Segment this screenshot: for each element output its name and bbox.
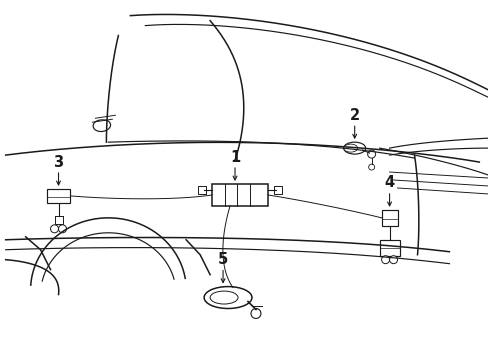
Ellipse shape [343, 144, 357, 152]
Ellipse shape [210, 291, 238, 304]
Circle shape [389, 256, 397, 264]
Circle shape [50, 225, 59, 233]
Text: 3: 3 [53, 154, 63, 170]
Circle shape [381, 256, 389, 264]
Circle shape [59, 225, 66, 233]
Bar [46, 189, 70, 203]
Ellipse shape [343, 142, 365, 154]
Bar [379, 240, 399, 256]
Circle shape [250, 309, 261, 319]
Text: 4: 4 [384, 175, 394, 190]
Text: 1: 1 [229, 150, 240, 165]
Text: 5: 5 [218, 252, 228, 267]
Circle shape [367, 150, 375, 158]
Ellipse shape [203, 287, 251, 309]
Bar [198, 186, 205, 194]
Bar [212, 184, 267, 206]
Circle shape [368, 164, 374, 170]
Bar [273, 186, 281, 194]
Text: 2: 2 [349, 108, 359, 123]
Bar [381, 210, 397, 226]
